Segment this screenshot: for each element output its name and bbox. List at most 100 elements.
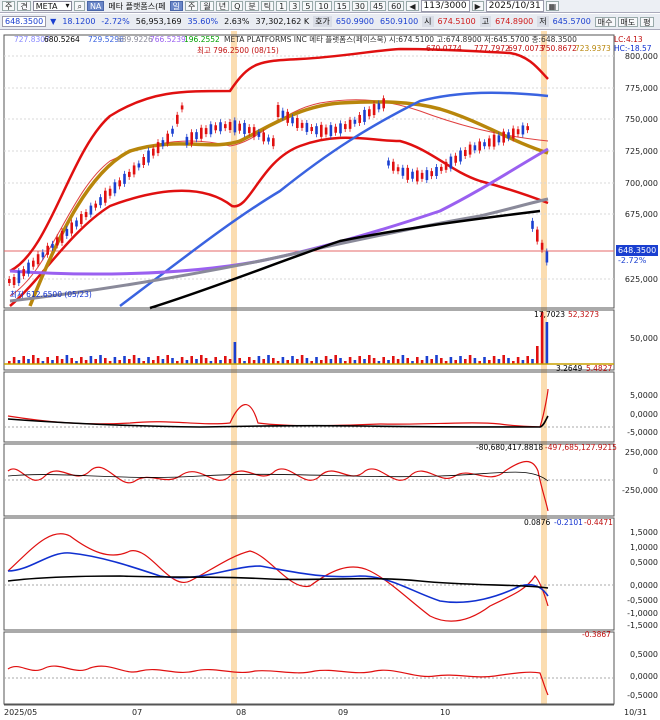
price-tick-725: 725,000 (625, 147, 658, 156)
volume-bar (75, 361, 78, 364)
price-tick-625: 625,000 (625, 275, 658, 284)
candle-body (358, 114, 361, 123)
candle-body (248, 127, 251, 134)
volume-bar (104, 358, 107, 364)
interval-60[interactable]: 60 (388, 1, 405, 11)
sell-button[interactable]: 매도 (617, 16, 639, 27)
candle-body (80, 214, 83, 225)
volume-bar (60, 359, 64, 364)
candle-body (224, 124, 227, 129)
interval-5[interactable]: 5 (302, 1, 314, 11)
volume-bar (521, 360, 525, 364)
candle-body (348, 119, 352, 129)
candlestick-series (8, 95, 549, 288)
candle-body (17, 271, 21, 284)
ma-value-5: 766.5239 (150, 35, 186, 44)
ind1-tick-0: 0,0000 (630, 410, 658, 419)
quote-bar: 648.3500 ▼ 18.1200 -2.72% 56,953,169 35.… (0, 14, 660, 30)
interval-3[interactable]: 3 (289, 1, 301, 11)
bb-value-1: 670.0774 (426, 44, 462, 53)
buy-button[interactable]: 매수 (594, 16, 616, 27)
candle-body (41, 252, 45, 258)
candle-body (305, 122, 309, 132)
volume-bar (252, 360, 256, 364)
volume-bar (286, 360, 289, 364)
volume-bar (108, 361, 112, 364)
symbol-combo[interactable]: META (32, 1, 73, 11)
lc-label: LC:4.13 (614, 35, 643, 44)
indicator3-black-line (7, 575, 549, 589)
tab-il[interactable]: 일 (169, 1, 183, 11)
ind1-value-2: 5.4827 (586, 364, 612, 373)
volume-bar (502, 355, 505, 364)
candle-body (545, 251, 549, 263)
toolbar-button-ju[interactable]: 주 (2, 1, 16, 11)
candle-body (310, 127, 313, 132)
ind3-tick-0.5: 0,5000 (630, 558, 658, 567)
volume-bar (348, 357, 352, 364)
interval-15[interactable]: 15 (333, 1, 350, 11)
search-icon[interactable]: ⌕ (74, 1, 85, 11)
chart-area[interactable]: 800,000 775,000 750,000 725,000 700,000 … (0, 31, 660, 717)
volume-bar (478, 361, 481, 364)
candle-body (478, 141, 481, 151)
tab-ju[interactable]: 주 (184, 1, 199, 11)
interval-1[interactable]: 1 (276, 1, 288, 11)
date-label-10: 10 (440, 708, 450, 717)
ma-120-line (119, 91, 549, 307)
candle-body (70, 222, 73, 234)
ind1-value-1: 3.2649 (556, 364, 582, 373)
ma-value-2: 680.5264 (44, 35, 80, 44)
volume-bar (540, 312, 544, 364)
volume-bar (368, 355, 371, 364)
candle-body (161, 140, 165, 147)
calendar-icon[interactable]: ▦ (545, 1, 560, 11)
volume-bar (305, 358, 309, 364)
tab-q[interactable]: Q (231, 1, 244, 11)
prev-arrow-icon[interactable]: ◀ (406, 1, 419, 11)
tab-nyeon[interactable]: 년 (215, 1, 230, 11)
count-field[interactable]: 113/3000 (420, 0, 470, 12)
candle-body (147, 150, 150, 163)
volume-bar (243, 361, 246, 364)
candle-body (411, 171, 414, 179)
volume-bar (411, 361, 414, 364)
stock-chart[interactable]: 800,000 775,000 750,000 725,000 700,000 … (0, 31, 660, 717)
eval-button[interactable]: 평 (640, 16, 654, 27)
volume-bar (180, 357, 184, 364)
volume-bar (339, 358, 342, 364)
change-arrow-icon: ▼ (50, 17, 57, 26)
candle-body (521, 125, 525, 135)
ind2-tick-0: 0 (653, 467, 658, 476)
price-tick-675: 675,000 (625, 210, 658, 219)
candle-body (51, 243, 54, 248)
interval-10[interactable]: 10 (315, 1, 332, 11)
bb-value-4: 750.8672 (541, 44, 577, 53)
volume-bar (219, 360, 222, 364)
volume-bar (531, 359, 534, 364)
candle-body (420, 172, 424, 179)
volume-bar (84, 360, 88, 364)
volume-bar (344, 361, 347, 364)
candle-body (449, 156, 453, 169)
volume-bar (233, 342, 237, 364)
next-arrow-icon[interactable]: ▶ (471, 1, 484, 11)
hc-label: HC:-18.57 (614, 44, 652, 53)
volume-bar (267, 355, 270, 364)
volume-bar (17, 360, 21, 364)
candle-body (22, 269, 25, 277)
candle-body (296, 117, 299, 128)
ind2-value-1: -80,680,417.8818 (476, 443, 543, 452)
volume-bar (27, 359, 30, 364)
tab-bun[interactable]: 분 (245, 1, 259, 11)
candle-body (180, 105, 184, 110)
date-field[interactable]: 2025/10/31 (485, 0, 544, 12)
toolbar-button-gyeon[interactable]: 견 (17, 1, 31, 11)
interval-30[interactable]: 30 (351, 1, 368, 11)
volume-bar (113, 357, 117, 364)
tab-tik[interactable]: 틱 (260, 1, 275, 11)
tab-wol[interactable]: 월 (200, 1, 214, 11)
interval-45[interactable]: 45 (369, 1, 387, 11)
volume-bar (190, 356, 193, 364)
volume-value-2: 52,3273 (568, 310, 599, 319)
